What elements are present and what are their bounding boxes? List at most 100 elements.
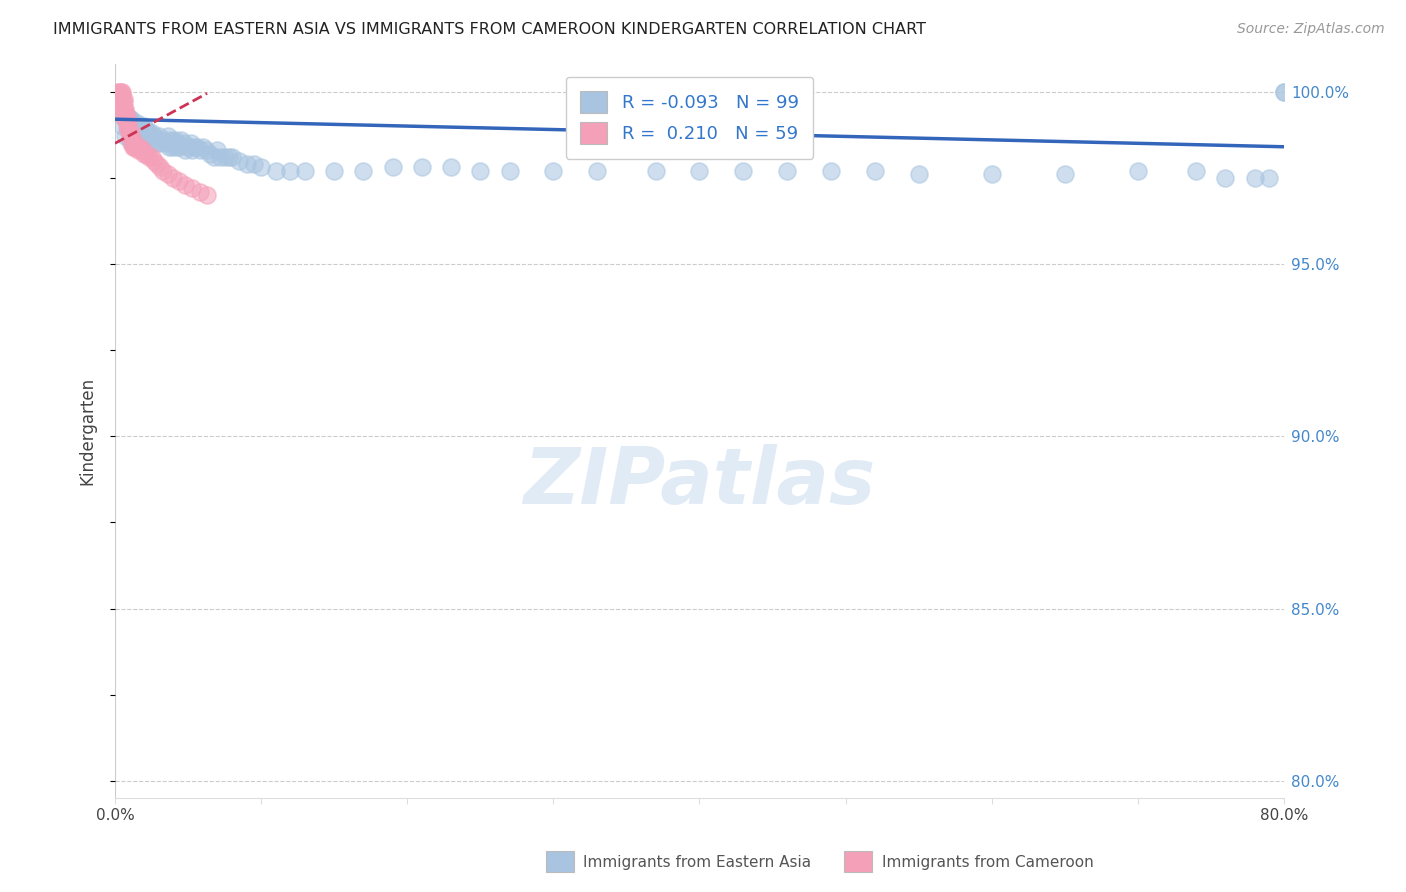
Point [162, 170, 184, 185]
Point [165, 140, 187, 154]
Point [228, 153, 250, 168]
Point [110, 98, 132, 112]
Text: Immigrants from Eastern Asia: Immigrants from Eastern Asia [583, 855, 811, 870]
Point [177, 140, 200, 154]
Text: ZIPatlas: ZIPatlas [523, 444, 876, 520]
Point [114, 129, 136, 144]
Point [122, 140, 145, 154]
Point [118, 126, 141, 140]
Point [136, 122, 159, 136]
Point [294, 164, 316, 178]
Point [1126, 164, 1149, 178]
Point [118, 112, 141, 127]
Point [181, 143, 204, 157]
Point [143, 153, 166, 168]
Point [191, 140, 214, 154]
Point [125, 140, 148, 154]
Point [108, 85, 131, 99]
Point [214, 150, 236, 164]
Point [110, 88, 132, 103]
Point [1258, 170, 1281, 185]
Point [135, 146, 157, 161]
Point [159, 133, 181, 147]
Point [207, 143, 229, 157]
Point [114, 105, 136, 120]
Point [110, 95, 132, 109]
Point [117, 119, 139, 133]
Point [543, 164, 565, 178]
Point [118, 133, 141, 147]
Point [131, 140, 153, 154]
Point [111, 102, 134, 116]
Point [162, 136, 184, 151]
Point [218, 150, 240, 164]
Point [733, 164, 755, 178]
Point [125, 115, 148, 129]
Point [112, 102, 135, 116]
Point [280, 164, 302, 178]
Point [149, 161, 172, 175]
Point [1185, 164, 1208, 178]
Point [121, 133, 143, 147]
Point [166, 136, 188, 151]
Point [115, 112, 138, 127]
Point [107, 88, 129, 103]
Point [145, 136, 167, 151]
Point [128, 119, 150, 133]
Point [149, 136, 172, 151]
Point [498, 164, 520, 178]
Point [128, 140, 150, 154]
Point [202, 150, 225, 164]
Text: Immigrants from Cameroon: Immigrants from Cameroon [882, 855, 1094, 870]
Point [174, 178, 197, 192]
Point [121, 115, 143, 129]
Point [132, 126, 155, 140]
Point [163, 133, 186, 147]
Point [776, 164, 799, 178]
Point [111, 98, 134, 112]
Point [136, 136, 159, 151]
Point [127, 143, 149, 157]
Point [118, 129, 141, 144]
Point [170, 133, 193, 147]
Point [169, 174, 191, 188]
Point [186, 140, 208, 154]
Point [118, 122, 141, 136]
Point [1215, 170, 1237, 185]
Point [124, 140, 146, 154]
Point [156, 167, 179, 181]
Point [235, 157, 257, 171]
Point [122, 136, 145, 151]
Point [120, 129, 142, 144]
Point [108, 91, 131, 105]
Point [111, 85, 134, 99]
Point [160, 140, 183, 154]
Point [180, 136, 202, 151]
Point [111, 105, 134, 120]
Point [174, 143, 197, 157]
Point [148, 129, 170, 144]
Point [156, 129, 179, 144]
Point [470, 164, 492, 178]
Point [139, 133, 162, 147]
Point [121, 140, 143, 154]
Point [134, 119, 156, 133]
Point [110, 85, 132, 99]
Point [181, 181, 204, 195]
Point [120, 112, 142, 127]
Point [221, 150, 243, 164]
Point [188, 185, 211, 199]
Point [120, 126, 142, 140]
Point [820, 164, 842, 178]
Point [183, 140, 205, 154]
Point [195, 188, 218, 202]
Point [111, 119, 134, 133]
Point [114, 102, 136, 116]
Point [1243, 170, 1265, 185]
Point [131, 143, 153, 157]
Point [169, 140, 191, 154]
Point [243, 157, 266, 171]
Point [107, 85, 129, 99]
Point [352, 164, 374, 178]
Point [112, 91, 135, 105]
